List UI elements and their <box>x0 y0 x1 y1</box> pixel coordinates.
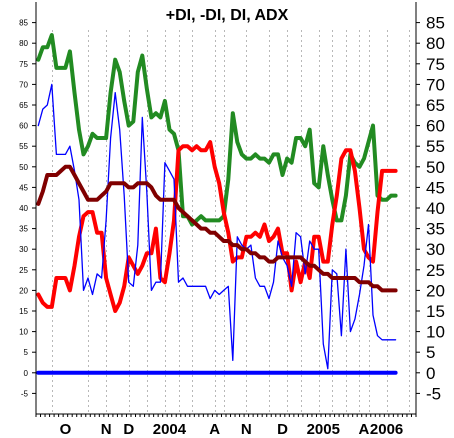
series-line <box>36 164 398 293</box>
y-tick-label-left: 85 <box>19 19 28 28</box>
y-tick-label-right: 30 <box>426 240 445 259</box>
y-tick-label-right: 20 <box>426 281 445 300</box>
x-axis: O N D 2004 A N D 2005 A 2006 <box>35 414 417 438</box>
y-tick-label-right: 40 <box>426 199 445 218</box>
x-tick-label: N <box>241 421 252 438</box>
y-tick-label-left: 80 <box>19 39 28 48</box>
y-tick-label-right: 35 <box>426 220 445 239</box>
x-tick-label: D <box>123 421 134 438</box>
y-tick-label-left: 5 <box>24 348 29 357</box>
x-tick-label: A <box>209 421 220 438</box>
y-tick-label-right: 5 <box>426 343 435 362</box>
y-tick-label-left: 70 <box>19 80 28 89</box>
y-tick-label-right: 10 <box>426 323 445 342</box>
y-tick-label-left: -5 <box>21 389 29 398</box>
y-tick-label-left: 45 <box>19 183 28 192</box>
x-tick-label: D <box>277 421 288 438</box>
y-tick-label-left: 15 <box>19 307 28 316</box>
y-tick-label-left: 55 <box>19 142 28 151</box>
y-tick-label-right: 60 <box>426 117 445 136</box>
x-tick-label: N <box>101 421 112 438</box>
y-tick-label-right: -5 <box>426 384 441 403</box>
y-tick-label-left: 40 <box>19 204 28 213</box>
y-tick-label-left: 35 <box>19 225 28 234</box>
x-tick-label: 2004 <box>153 421 187 438</box>
y-tick-label-left: 75 <box>19 60 28 69</box>
y-tick-label-right: 50 <box>426 158 445 177</box>
y-tick-label-right: 80 <box>426 34 445 53</box>
y-tick-label-right: 15 <box>426 302 445 321</box>
y-tick-label-right: 0 <box>426 364 435 383</box>
x-tick-label: 2005 <box>307 421 340 438</box>
y-tick-label-left: 0 <box>24 369 29 378</box>
y-tick-label-right: 55 <box>426 137 445 156</box>
y-tick-label-right: 70 <box>426 75 445 94</box>
x-tick-label: A <box>359 421 370 438</box>
y-axis-left: -5 0 5 10 15 20 25 30 35 40 45 50 55 60 65 70 75 80 85 <box>19 19 36 398</box>
y-tick-label-left: 65 <box>19 101 28 110</box>
y-tick-label-left: 30 <box>19 245 28 254</box>
x-tick-label: 2006 <box>370 421 403 438</box>
y-tick-label-right: 25 <box>426 261 445 280</box>
y-tick-label-right: 45 <box>426 178 445 197</box>
y-tick-label-right: 85 <box>426 14 445 33</box>
y-tick-label-left: 10 <box>19 328 28 337</box>
y-tick-label-left: 20 <box>19 286 28 295</box>
series-line <box>36 140 398 313</box>
y-tick-label-right: 65 <box>426 96 445 115</box>
x-tick-label: O <box>60 421 72 438</box>
y-tick-label-right: 75 <box>426 55 445 74</box>
series-line <box>36 33 398 227</box>
chart-title: +DI, -DI, DI, ADX <box>166 7 289 24</box>
series-group <box>36 33 398 375</box>
series-line <box>37 83 397 370</box>
y-tick-label-left: 25 <box>19 266 28 275</box>
y-tick-label-left: 50 <box>19 163 28 172</box>
y-tick-label-left: 60 <box>19 122 28 131</box>
